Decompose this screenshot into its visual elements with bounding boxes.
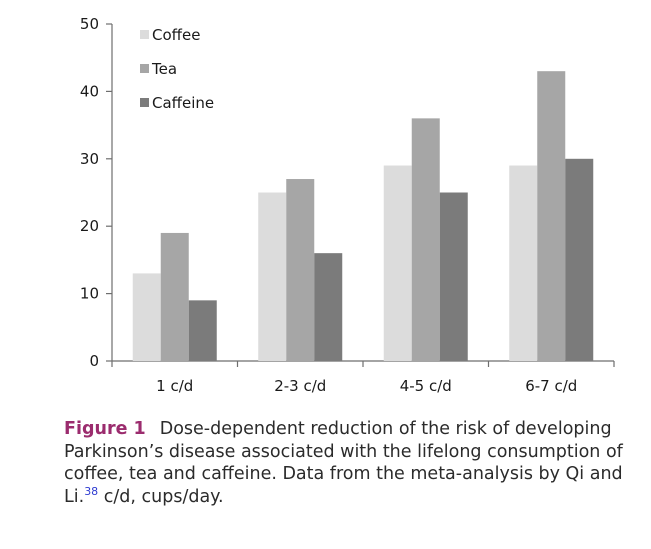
bar-chart: 0 10 20 30 40 50 1 c/d 2-3 c/d 4-5 c/d 6-7 c/d C… — [80, 15, 615, 395]
bar-tea-4 — [537, 71, 566, 362]
bar-coffee-3 — [383, 165, 412, 361]
legend-label-caffeine: Caffeine — [152, 94, 214, 112]
caption-tail: c/d, cups/day. — [98, 486, 224, 507]
bar-coffee-1 — [132, 273, 161, 361]
reference-number[interactable]: 38 — [84, 484, 99, 498]
legend-swatch-caffeine — [140, 98, 149, 107]
y-axis: 0 10 20 30 40 50 — [80, 15, 113, 370]
bars — [132, 71, 594, 362]
figure-caption: Figure 1 Dose-dependent reduction of the … — [64, 418, 644, 508]
y-tick-label: 50 — [80, 15, 99, 33]
bar-caffeine-3 — [439, 192, 468, 361]
y-tick-label: 10 — [80, 285, 99, 303]
legend: Coffee Tea Caffeine — [140, 26, 214, 112]
x-tick-label: 6-7 c/d — [525, 377, 577, 395]
y-tick-label: 0 — [89, 352, 99, 370]
bar-caffeine-2 — [314, 253, 343, 361]
figure-label: Figure 1 — [64, 419, 146, 439]
legend-swatch-coffee — [140, 30, 149, 39]
bar-tea-2 — [286, 179, 315, 361]
y-tick-label: 40 — [80, 82, 99, 100]
bar-coffee-2 — [258, 192, 287, 361]
x-axis: 1 c/d 2-3 c/d 4-5 c/d 6-7 c/d — [111, 360, 615, 395]
bar-coffee-4 — [509, 165, 538, 361]
caption-text: Dose-dependent reduction of the risk of … — [64, 419, 623, 507]
x-tick-label: 2-3 c/d — [274, 377, 326, 395]
y-tick-label: 20 — [80, 217, 99, 235]
bar-caffeine-1 — [188, 300, 217, 361]
y-tick-label: 30 — [80, 150, 99, 168]
bar-tea-1 — [160, 232, 189, 361]
legend-label-tea: Tea — [151, 60, 177, 78]
bar-tea-3 — [411, 118, 440, 361]
x-tick-label: 4-5 c/d — [400, 377, 452, 395]
legend-label-coffee: Coffee — [152, 26, 200, 44]
x-tick-label: 1 c/d — [156, 377, 193, 395]
legend-swatch-tea — [140, 64, 149, 73]
bar-caffeine-4 — [565, 158, 594, 361]
